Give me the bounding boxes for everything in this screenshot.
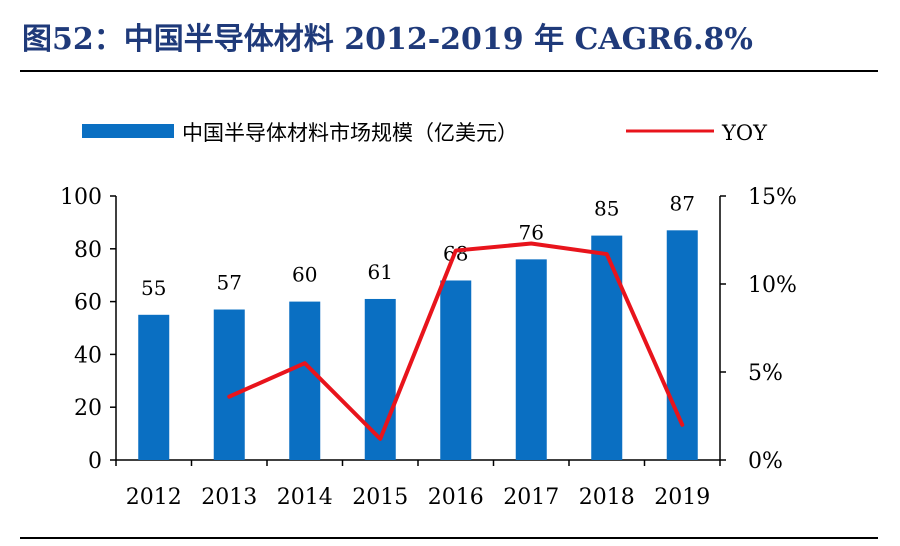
figure-title: 图52：中国半导体材料 2012-2019 年 CAGR6.8% — [22, 22, 753, 57]
y-left-tick-label: 20 — [74, 396, 102, 421]
x-tick-labels: 2012 2013 2014 2015 2016 2017 2018 2019 — [126, 485, 711, 510]
bar-data-label: 76 — [519, 220, 544, 244]
x-tick-label: 2014 — [277, 485, 333, 510]
x-tick-label: 2018 — [579, 485, 635, 510]
bar — [138, 314, 170, 460]
legend-bar-swatch — [82, 124, 174, 138]
legend-bar-label: 中国半导体材料市场规模（亿美元） — [182, 121, 518, 145]
x-tick-label: 2015 — [352, 485, 408, 510]
bar-data-label: 57 — [217, 271, 242, 295]
legend: 中国半导体材料市场规模（亿美元） YOY — [82, 121, 768, 145]
y-left-tick-label: 0 — [88, 449, 102, 474]
yoy-point — [680, 423, 684, 427]
y-right-tick-label: 5% — [748, 361, 783, 386]
yoy-line — [227, 241, 685, 441]
title-rule — [20, 70, 878, 72]
yoy-point — [378, 437, 382, 441]
x-tick-label: 2016 — [428, 485, 484, 510]
bar — [213, 309, 245, 460]
x-tick-label: 2017 — [503, 485, 559, 510]
y-left-tick-labels: 0 20 40 60 80 100 — [60, 185, 102, 474]
y-right-tick-label: 10% — [748, 273, 797, 298]
bottom-rule — [20, 537, 878, 539]
y-left-tick-label: 100 — [60, 185, 102, 210]
axes — [110, 195, 726, 466]
y-right-tick-labels: 0% 5% 10% 15% — [748, 185, 797, 474]
bar — [440, 280, 472, 460]
legend-line-label: YOY — [721, 121, 768, 145]
bars — [138, 230, 698, 460]
bar — [289, 301, 321, 460]
bar — [515, 259, 547, 460]
yoy-point — [303, 361, 307, 365]
yoy-point — [227, 395, 231, 399]
x-tick-label: 2019 — [654, 485, 710, 510]
y-right-tick-label: 15% — [748, 185, 797, 210]
bar-data-label: 87 — [670, 191, 695, 215]
bar-data-label: 55 — [141, 276, 166, 300]
bar-data-label: 85 — [594, 197, 619, 221]
y-right-tick-label: 0% — [748, 449, 783, 474]
y-left-tick-label: 60 — [74, 291, 102, 316]
bar — [364, 298, 396, 460]
yoy-point — [454, 249, 458, 253]
bar-data-label: 60 — [292, 263, 317, 287]
yoy-point — [529, 242, 533, 246]
y-left-tick-label: 80 — [74, 238, 102, 263]
x-tick-label: 2012 — [126, 485, 182, 510]
bar-data-label: 61 — [368, 260, 393, 284]
yoy-point — [605, 252, 609, 256]
y-left-tick-label: 40 — [74, 343, 102, 368]
bar — [591, 235, 623, 460]
x-tick-label: 2013 — [201, 485, 257, 510]
